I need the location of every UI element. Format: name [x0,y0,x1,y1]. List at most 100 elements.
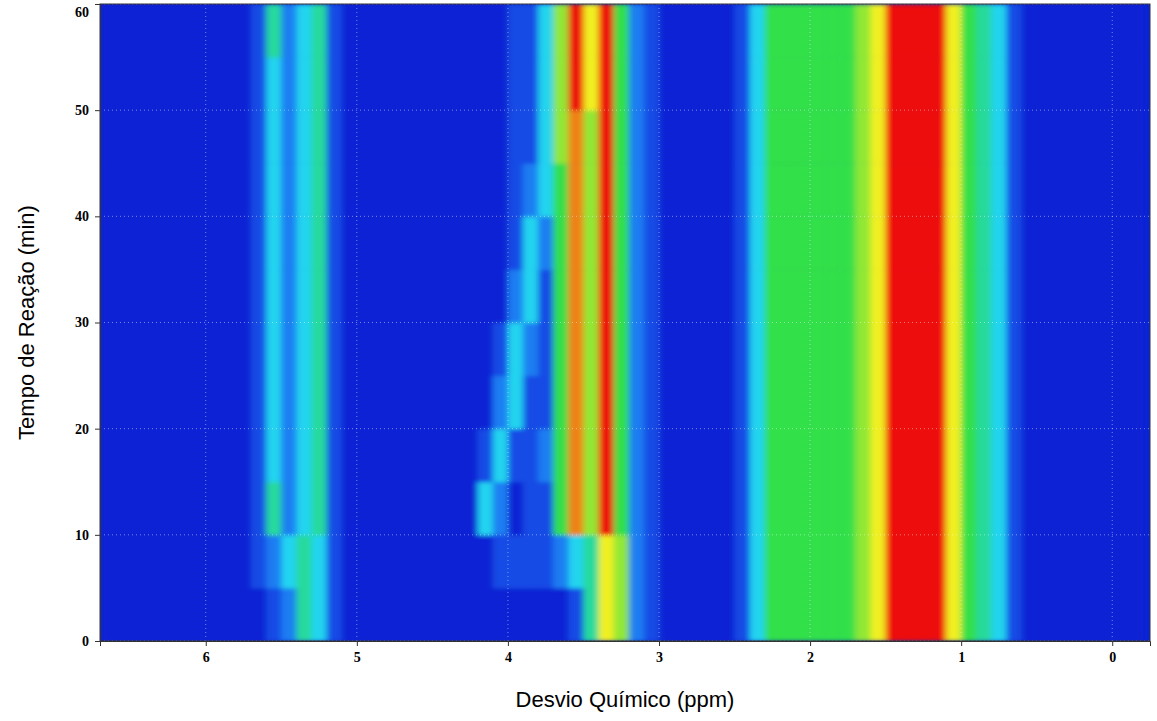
heat-cell [1082,110,1098,164]
heat-cell [931,110,947,164]
heat-cell [312,163,328,217]
heat-cell [961,57,977,111]
heat-cell [1082,482,1098,536]
heat-cell [931,269,947,323]
heat-cell [1112,4,1128,58]
heat-cell [251,535,267,589]
x-axis-line [101,642,1151,647]
heat-cell [931,429,947,483]
heat-cell [130,376,146,430]
heat-cell [568,482,584,536]
heat-cell [855,535,871,589]
grid [100,4,1150,641]
heat-cell [327,216,343,270]
heat-cell [342,535,358,589]
heat-cell [553,535,569,589]
heat-cell [780,269,796,323]
heat-cell [810,323,826,377]
heat-cell [523,269,539,323]
heat-cell [976,269,992,323]
heat-cell [1052,535,1068,589]
tick-label: 1 [958,650,965,665]
heat-cell [493,376,509,430]
heat-cell [372,110,388,164]
heat-cell [946,163,962,217]
heat-cell [296,429,312,483]
heat-cell [296,57,312,111]
heat-cell [735,482,751,536]
heat-cell [599,4,615,58]
heat-cell [795,323,811,377]
heat-cell [961,216,977,270]
heat-cell [417,588,433,641]
heat-cell [916,429,932,483]
heat-cell [825,110,841,164]
heat-cell [206,163,222,217]
heat-cell [568,535,584,589]
heat-cell [659,216,675,270]
heat-cell [417,216,433,270]
heat-cell [402,269,418,323]
heat-cell [191,110,207,164]
heat-cell [191,429,207,483]
heat-cell [901,588,917,641]
heat-cell [568,376,584,430]
heat-cell [251,216,267,270]
heat-cell [538,110,554,164]
tick-mark [95,4,100,5]
heat-cell [281,482,297,536]
heat-cell [674,323,690,377]
heat-cell [659,535,675,589]
heat-cell [296,376,312,430]
heat-cell [644,216,660,270]
heat-cell [961,429,977,483]
heat-cell [523,429,539,483]
heat-cell [871,57,887,111]
heat-cell [735,588,751,641]
heat-cell [251,376,267,430]
heat-cell [523,323,539,377]
heat-cell [478,57,494,111]
heat-cell [145,4,161,58]
heat-cell [342,57,358,111]
heat-cell [176,269,192,323]
heat-cell [191,482,207,536]
heat-cell [871,323,887,377]
heat-cell [372,535,388,589]
heat-cell [583,110,599,164]
heat-cell [1037,323,1053,377]
heat-cell [689,216,705,270]
heat-cell [1067,323,1083,377]
heat-cell [1097,163,1113,217]
heat-cell [342,482,358,536]
heat-cell [387,376,403,430]
heat-cell [704,57,720,111]
heat-cell [493,429,509,483]
heat-cell [402,57,418,111]
heat-cell [553,163,569,217]
heat-cell [100,482,116,536]
heat-cell [765,429,781,483]
heat-cell [719,376,735,430]
heat-cell [1067,4,1083,58]
heat-cell [327,482,343,536]
heat-cell [961,269,977,323]
heat-cell [115,269,131,323]
heat-cell [1082,376,1098,430]
heat-cell [886,482,902,536]
heat-cell [266,535,282,589]
heat-cell [281,216,297,270]
heat-cell [130,57,146,111]
heat-cell [704,163,720,217]
heat-cell [221,588,237,641]
heat-cell [659,376,675,430]
heat-cell [795,376,811,430]
heat-cell [1037,588,1053,641]
heat-cell [281,376,297,430]
heat-cell [976,323,992,377]
heat-cell [160,323,176,377]
heat-cell [523,4,539,58]
heat-cell [145,376,161,430]
heat-cell [221,482,237,536]
heat-cell [568,57,584,111]
